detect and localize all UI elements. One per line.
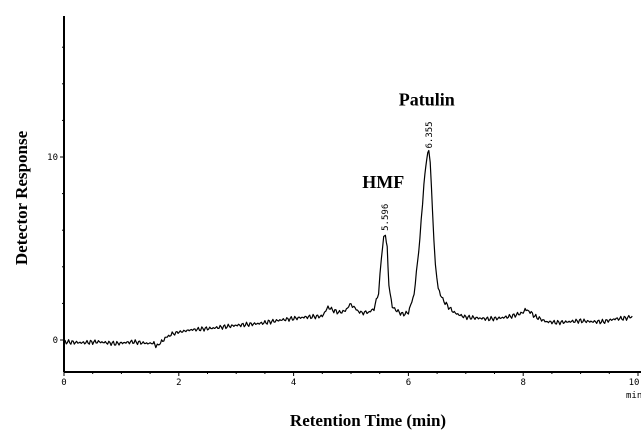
chromatogram-trace (63, 149, 633, 349)
y-tick-label: 0 (53, 336, 58, 346)
chart-axes (63, 16, 641, 373)
x-tick-label: 8 (520, 378, 525, 388)
x-axis-label: Retention Time (min) (290, 411, 446, 430)
chart-plot-area (63, 149, 633, 349)
x-tick-label: 4 (291, 378, 296, 388)
peak-retention-time-label: 5.596 (381, 204, 391, 231)
y-tick-label: 10 (47, 153, 58, 163)
peak-annotations: 5.596 HMF 6.355 Patulin (362, 90, 455, 231)
chart-ticks: 0 2 4 6 8 10 0 10 (47, 46, 640, 388)
x-tick-label: 6 (406, 378, 411, 388)
peak-retention-time-label: 6.355 (425, 121, 435, 148)
peak-name-label: HMF (362, 172, 404, 192)
x-tick-label: 2 (176, 378, 181, 388)
x-tick-label: 10 (629, 378, 640, 388)
x-axis-unit: min (626, 391, 641, 401)
peak-name-label: Patulin (399, 90, 455, 110)
y-axis-label: Detector Response (12, 130, 31, 265)
x-tick-label: 0 (61, 378, 66, 388)
